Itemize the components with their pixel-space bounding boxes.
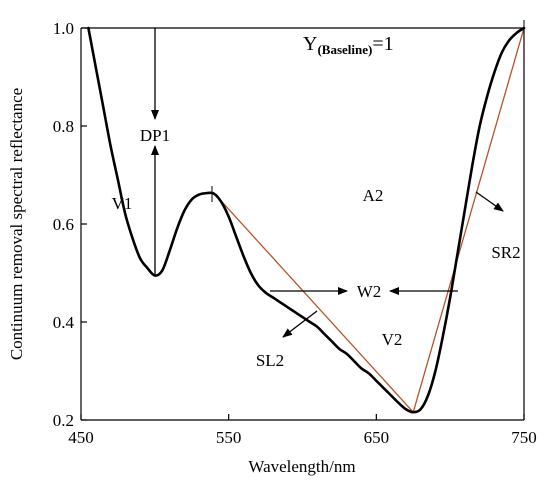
y-tick-label: 0.2 xyxy=(53,411,74,430)
y-tick-label: 1.0 xyxy=(53,19,74,38)
w2-label: W2 xyxy=(357,282,382,301)
v1-label: V1 xyxy=(112,194,133,213)
sr2-arrow xyxy=(475,191,504,212)
y-tick-label: 0.6 xyxy=(53,215,74,234)
v2-label: V2 xyxy=(382,330,403,349)
y-axis-title: Continuum removal spectral reflectance xyxy=(7,88,26,360)
sl2-arrow xyxy=(282,310,318,338)
x-ticks: 450 550 650 750 xyxy=(68,414,537,447)
x-axis-title: Wavelength/nm xyxy=(248,457,355,476)
y-tick-label: 0.8 xyxy=(53,117,74,136)
x-tick-label: 750 xyxy=(511,428,537,447)
sl2-label: SL2 xyxy=(256,351,284,370)
dp1-label: DP1 xyxy=(140,126,170,145)
y-ticks: 0.2 0.4 0.6 0.8 1.0 xyxy=(53,19,87,430)
x-tick-label: 650 xyxy=(364,428,390,447)
x-tick-label: 550 xyxy=(216,428,242,447)
plot-frame xyxy=(80,27,525,421)
a2-label: A2 xyxy=(363,186,384,205)
baseline-label: Y(Baseline)=1 xyxy=(303,33,394,57)
y-tick-label: 0.4 xyxy=(53,313,75,332)
sr2-label: SR2 xyxy=(491,243,520,262)
spectrum-curve xyxy=(87,26,526,414)
x-tick-label: 450 xyxy=(68,428,94,447)
